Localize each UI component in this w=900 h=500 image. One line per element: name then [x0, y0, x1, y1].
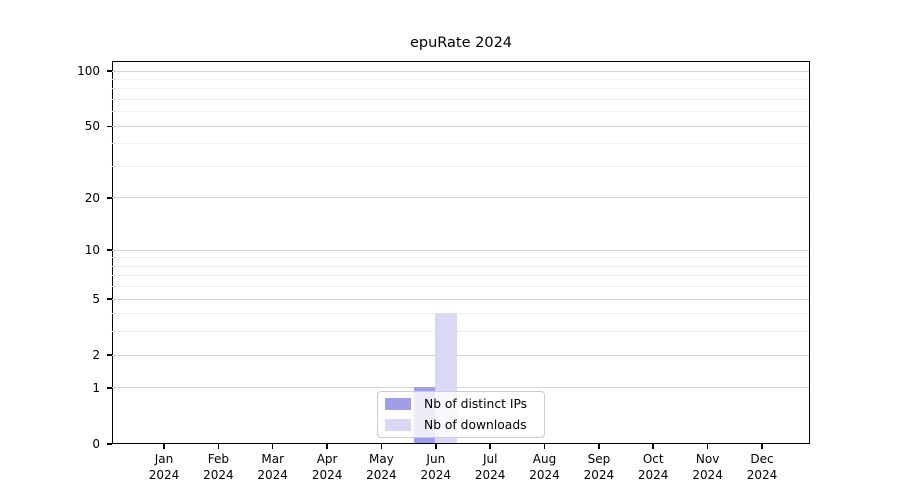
gridline-minor [111, 88, 810, 90]
x-tick [761, 444, 763, 449]
gridline-major [111, 125, 810, 127]
x-tick [163, 444, 165, 449]
y-tick [107, 125, 112, 128]
x-tick [706, 444, 709, 449]
legend-item-distinct-ips: Nb of distinct IPs [385, 396, 544, 412]
gridline-minor [111, 275, 810, 277]
gridline-minor [111, 111, 810, 113]
x-tick-label-nov: Nov 2024 [692, 452, 723, 482]
x-tick [380, 444, 383, 449]
gridline-major [111, 197, 810, 199]
y-tick [107, 298, 112, 300]
x-tick [543, 444, 546, 449]
gridline-minor [111, 257, 810, 259]
legend-swatch-downloads [385, 418, 411, 431]
gridline-major [111, 354, 810, 356]
legend-swatch-distinct-ips [385, 398, 411, 411]
x-tick [435, 444, 437, 449]
y-tick [107, 197, 112, 199]
x-tick-label-jul: Jul 2024 [474, 452, 506, 482]
y-tick-label-0: 0 [92, 437, 100, 451]
gridline-major [111, 298, 810, 300]
x-tick [326, 444, 328, 449]
y-tick [107, 443, 112, 445]
x-tick [652, 444, 654, 449]
plot-canvas [111, 60, 810, 444]
legend: Nb of distinct IPs Nb of downloads [377, 391, 545, 438]
legend-label-distinct-ips: Nb of distinct IPs [424, 397, 528, 412]
x-tick-label-may: May 2024 [366, 452, 397, 482]
gridline-minor [111, 265, 810, 267]
gridline-minor [111, 143, 810, 145]
x-tick-label-sep: Sep 2024 [583, 452, 615, 482]
x-tick-label-apr: Apr 2024 [311, 452, 343, 482]
x-tick [598, 444, 600, 449]
y-tick-label-10: 10 [84, 243, 100, 258]
x-tick-label-dec: Dec 2024 [746, 452, 778, 482]
y-tick-label-5: 5 [92, 292, 100, 307]
y-tick [107, 249, 112, 251]
y-tick-label-20: 20 [84, 191, 100, 205]
gridline-minor [111, 98, 810, 100]
gridline-major [111, 387, 810, 389]
x-tick-label-feb: Feb 2024 [203, 452, 234, 482]
y-tick [107, 387, 112, 389]
y-tick-label-1: 1 [92, 381, 100, 395]
x-tick [217, 444, 220, 449]
gridline-minor [111, 78, 810, 80]
gridline-minor [111, 165, 810, 167]
x-tick [489, 444, 491, 449]
gridline-minor [111, 331, 810, 333]
gridline-minor [111, 286, 810, 288]
legend-label-downloads: Nb of downloads [424, 417, 527, 432]
y-tick-label-100: 100 [77, 64, 100, 79]
x-tick-label-jan: Jan 2024 [148, 452, 180, 482]
x-tick-label-aug: Aug 2024 [529, 452, 560, 482]
gridline-major [111, 70, 810, 72]
legend-item-downloads: Nb of downloads [385, 417, 544, 433]
x-tick-label-oct: Oct 2024 [637, 452, 669, 482]
gridline-minor [111, 313, 810, 315]
x-tick-label-jun: Jun 2024 [420, 452, 452, 482]
x-tick-label-mar: Mar 2024 [257, 452, 288, 482]
y-tick [107, 70, 112, 72]
chart-title: epuRate 2024 [409, 35, 513, 51]
y-tick [107, 354, 112, 356]
x-tick [271, 444, 274, 449]
y-tick-label-50: 50 [84, 119, 100, 134]
y-tick-label-2: 2 [92, 348, 100, 363]
plot-area [111, 60, 810, 444]
gridline-major [111, 249, 810, 251]
